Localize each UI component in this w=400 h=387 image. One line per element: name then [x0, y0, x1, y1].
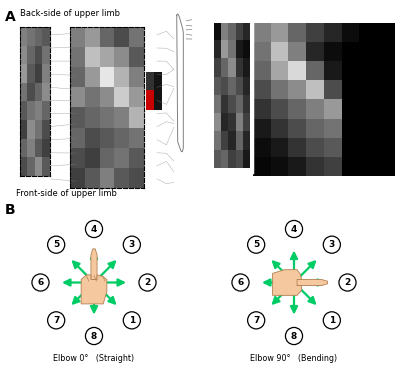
Text: 7: 7 — [53, 316, 59, 325]
Text: 3: 3 — [329, 240, 335, 249]
Text: 3: 3 — [129, 240, 135, 249]
Circle shape — [248, 312, 265, 329]
Text: 5: 5 — [53, 240, 59, 249]
Text: 4: 4 — [91, 224, 97, 233]
Text: Elbow 90°   (Bending): Elbow 90° (Bending) — [250, 354, 338, 363]
Text: 7: 7 — [253, 316, 259, 325]
Polygon shape — [81, 275, 107, 304]
Polygon shape — [291, 279, 328, 286]
Text: Back-side of upper limb: Back-side of upper limb — [20, 9, 120, 17]
Text: 8: 8 — [291, 332, 297, 341]
Circle shape — [86, 327, 102, 344]
Circle shape — [323, 312, 340, 329]
Circle shape — [286, 221, 302, 238]
Circle shape — [286, 327, 302, 344]
Text: Elbow 0°   (Straight): Elbow 0° (Straight) — [54, 354, 134, 363]
Polygon shape — [272, 270, 302, 295]
Polygon shape — [91, 249, 97, 279]
Circle shape — [123, 236, 140, 253]
Text: 2: 2 — [344, 278, 351, 287]
Text: 2: 2 — [144, 278, 151, 287]
Circle shape — [48, 312, 65, 329]
Text: Front-side of upper limb: Front-side of upper limb — [16, 189, 117, 198]
Text: 4: 4 — [291, 224, 297, 233]
Circle shape — [32, 274, 49, 291]
Circle shape — [48, 236, 65, 253]
Circle shape — [339, 274, 356, 291]
Circle shape — [123, 312, 140, 329]
Text: 1: 1 — [329, 316, 335, 325]
Text: 6: 6 — [37, 278, 44, 287]
Text: 5: 5 — [253, 240, 259, 249]
Text: B: B — [5, 203, 16, 217]
Circle shape — [323, 236, 340, 253]
Text: 6: 6 — [237, 278, 244, 287]
Circle shape — [139, 274, 156, 291]
Text: 1: 1 — [129, 316, 135, 325]
Circle shape — [232, 274, 249, 291]
Text: A: A — [5, 10, 16, 24]
Circle shape — [248, 236, 265, 253]
Circle shape — [86, 221, 102, 238]
Text: 8: 8 — [91, 332, 97, 341]
